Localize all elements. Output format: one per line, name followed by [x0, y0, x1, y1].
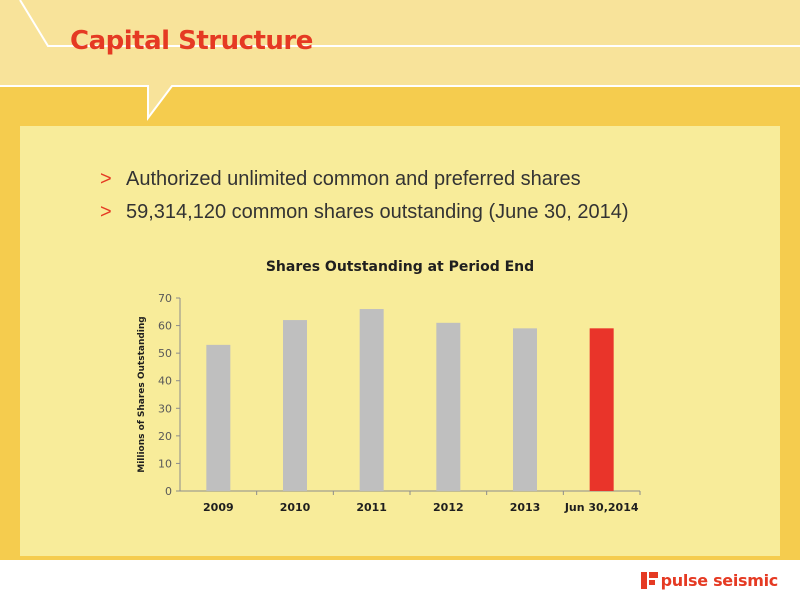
bar	[513, 328, 537, 491]
company-logo: pulse seismic	[639, 569, 778, 591]
bullet-item: > Authorized unlimited common and prefer…	[100, 163, 629, 196]
y-tick-label: 50	[158, 347, 172, 360]
y-axis-label: Millions of Shares Outstanding	[137, 316, 147, 472]
y-tick-label: 60	[158, 320, 172, 333]
bar	[436, 322, 461, 491]
y-tick-label: 10	[158, 457, 172, 470]
y-tick-label: 40	[158, 375, 172, 388]
y-tick-label: 30	[158, 402, 172, 415]
bullet-arrow-icon: >	[100, 168, 112, 190]
footer	[0, 560, 800, 600]
x-tick-label: 2009	[203, 501, 234, 514]
title-callout-shape	[0, 0, 800, 121]
bar	[359, 309, 384, 491]
x-tick-label: 2010	[280, 501, 311, 514]
y-tick-label: 20	[158, 430, 172, 443]
pulse-seismic-logo-icon	[640, 572, 658, 589]
logo-text: pulse seismic	[660, 570, 779, 590]
bullet-text: Authorized unlimited common and preferre…	[126, 168, 581, 190]
page-title: Capital Structure	[70, 26, 313, 56]
bullet-list: > Authorized unlimited common and prefer…	[100, 163, 629, 229]
x-tick-label: 2012	[433, 501, 464, 514]
bar-chart: 0 10 20 30 40 50 60 70 Millions of Shares Outsta…	[137, 292, 641, 514]
bar	[283, 320, 307, 491]
bullet-arrow-icon: >	[100, 201, 112, 223]
chart-title: Shares Outstanding at Period End	[265, 259, 535, 275]
bar	[206, 344, 231, 491]
x-tick-label: Jun 30,2014	[564, 501, 639, 514]
x-tick-label: 2013	[510, 501, 541, 514]
bar	[589, 328, 614, 491]
content-panel	[20, 126, 780, 556]
y-tick-label: 0	[165, 485, 172, 498]
bullet-item: > 59,314,120 common shares outstanding (…	[100, 196, 629, 229]
bullet-text: 59,314,120 common shares outstanding (Ju…	[126, 201, 629, 223]
x-tick-label: 2011	[356, 501, 387, 514]
y-tick-label: 70	[158, 292, 172, 305]
